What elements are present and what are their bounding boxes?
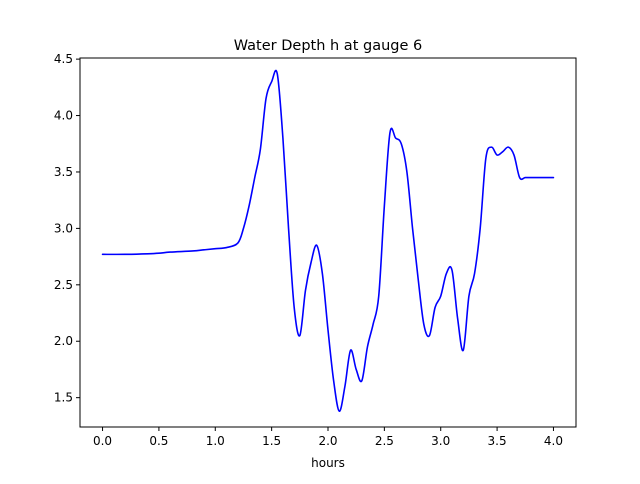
y-tick-label: 3.0 [54, 221, 73, 235]
x-tick-label: 4.0 [544, 434, 563, 448]
plot-area-frame [79, 57, 577, 428]
x-axis-label: hours [311, 456, 345, 470]
chart-title: Water Depth h at gauge 6 [234, 38, 422, 54]
x-tick-label: 3.5 [488, 434, 507, 448]
x-tick-label: 0.0 [93, 434, 112, 448]
y-tick-label: 2.5 [54, 278, 73, 292]
y-axis-ticks: 1.5 2.0 2.5 3.0 3.5 4.0 4.5 [54, 52, 80, 405]
x-tick-label: 1.5 [262, 434, 281, 448]
x-tick-label: 3.0 [431, 434, 450, 448]
y-tick-label: 2.0 [54, 334, 73, 348]
series-line [101, 69, 555, 413]
y-tick-label: 4.0 [54, 109, 73, 123]
x-tick-label: 2.0 [318, 434, 337, 448]
x-tick-label: 1.0 [206, 434, 225, 448]
y-tick-label: 1.5 [54, 391, 73, 405]
x-tick-label: 0.5 [149, 434, 168, 448]
x-axis-ticks: 0.0 0.5 1.0 1.5 2.0 2.5 3.0 3.5 4.0 [93, 427, 563, 448]
x-tick-label: 2.5 [375, 434, 394, 448]
y-tick-label: 4.5 [54, 52, 73, 66]
y-tick-label: 3.5 [54, 165, 73, 179]
